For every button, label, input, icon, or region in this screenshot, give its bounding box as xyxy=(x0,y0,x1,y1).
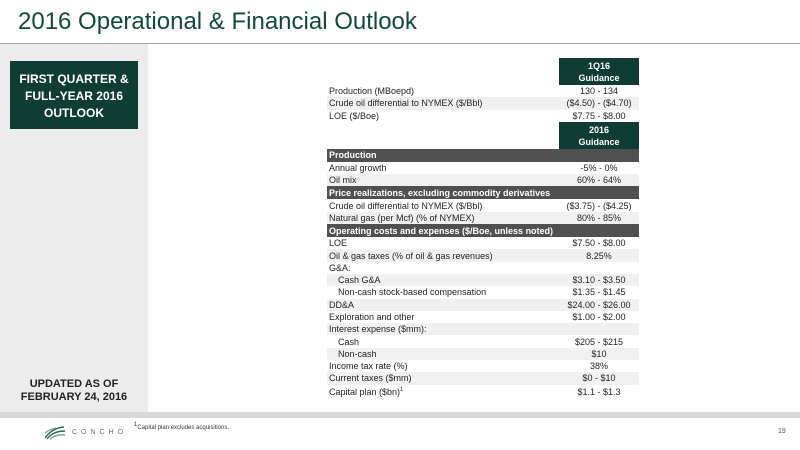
row-value: $10 xyxy=(591,348,607,359)
row-value: 60% - 64% xyxy=(576,175,622,186)
outlook-label-line1: FIRST QUARTER & xyxy=(19,72,129,86)
footnote-marker: 1 xyxy=(400,386,404,393)
row-value: $24.00 - $26.00 xyxy=(567,299,631,310)
row-label: Income tax rate (%) xyxy=(329,361,408,372)
table-row: Oil & gas taxes (% of oil & gas revenues… xyxy=(327,249,639,262)
q1-header: 1Q16 Guidance xyxy=(327,58,639,85)
section-price-realizations: Price realizations, excluding commodity … xyxy=(327,186,639,200)
table-row: Current taxes ($mm) $0 - $10 xyxy=(327,372,639,385)
row-value: -5% - 0% xyxy=(580,163,618,174)
q1-header-line1: 1Q16 xyxy=(587,61,611,71)
page-number: 19 xyxy=(778,428,786,435)
concho-logo-icon xyxy=(44,426,66,440)
title-divider xyxy=(0,43,800,44)
section-label: Operating costs and expenses ($/Boe, unl… xyxy=(329,225,554,236)
table-row: Crude oil differential to NYMEX ($/Bbl) (… xyxy=(327,199,639,212)
row-value: $3.10 - $3.50 xyxy=(572,275,626,286)
q1-header-line2: Guidance xyxy=(578,73,620,83)
table-row: Oil mix 60% - 64% xyxy=(327,174,639,187)
row-label: Current taxes ($mm) xyxy=(329,373,412,384)
row-label: Non-cash xyxy=(338,348,377,359)
row-value: 80% - 85% xyxy=(576,212,622,223)
q1-header-cell: 1Q16 Guidance xyxy=(559,58,639,85)
row-label: Exploration and other xyxy=(329,312,415,322)
table-row: Crude oil differential to NYMEX ($/Bbl) (… xyxy=(327,97,639,110)
outlook-label-line2: FULL-YEAR 2016 xyxy=(24,89,124,103)
updated-line1: UPDATED AS OF xyxy=(29,378,119,390)
row-label: Annual growth xyxy=(329,163,387,174)
row-value: $1.1 - $1.3 xyxy=(577,386,621,397)
row-label: DD&A xyxy=(329,299,355,310)
table-row: Non-cash $10 xyxy=(327,347,639,361)
row-label: Cash xyxy=(338,336,360,347)
row-label: Oil mix xyxy=(329,175,357,186)
row-label: G&A: xyxy=(329,262,351,273)
page-title: 2016 Operational & Financial Outlook xyxy=(18,8,417,35)
footnote-text: Capital plan excludes acquisitions. xyxy=(137,425,230,431)
table-row: Cash G&A $3.10 - $3.50 xyxy=(327,273,639,287)
footnote-marker: 1 xyxy=(134,422,138,428)
row-value: ($3.75) - ($4.25) xyxy=(566,200,632,211)
row-value: $7.75 - $8.00 xyxy=(572,110,626,121)
row-label: Crude oil differential to NYMEX ($/Bbl) xyxy=(329,98,483,109)
row-label: Natural gas (per Mcf) (% of NYMEX) xyxy=(329,212,475,223)
fy-header-cell: 2016 Guidance xyxy=(559,121,639,149)
table-row: Exploration and other $1.00 - $2.00 xyxy=(327,310,639,324)
row-label: LOE ($/Boe) xyxy=(329,110,380,121)
fy-header-line2: Guidance xyxy=(578,136,620,147)
table-row: DD&A $24.00 - $26.00 xyxy=(327,298,639,311)
company-logo: CONCHO xyxy=(44,424,127,440)
row-label: Non-cash stock-based compensation xyxy=(338,287,487,298)
table-row: Income tax rate (%) 38% xyxy=(327,360,639,373)
row-value: 130 - 134 xyxy=(579,86,619,97)
row-label: LOE xyxy=(329,238,348,249)
updated-line2: FEBRUARY 24, 2016 xyxy=(20,391,128,403)
guidance-table: 1Q16 Guidance Production (MBoepd) 130 - 1… xyxy=(327,58,639,399)
row-value: 38% xyxy=(589,361,608,372)
table-row: G&A: xyxy=(327,261,639,274)
fy-header: 2016 Guidance xyxy=(327,121,639,149)
row-value: $1.35 - $1.45 xyxy=(572,287,626,298)
row-label: Oil & gas taxes (% of oil & gas revenues… xyxy=(329,250,493,261)
row-label: Interest expense ($mm): xyxy=(329,324,427,335)
table-row: Interest expense ($mm): xyxy=(327,323,639,336)
fy-header-line1: 2016 xyxy=(588,124,610,135)
logo-text: CONCHO xyxy=(72,428,128,436)
table-row: Production (MBoepd) 130 - 134 xyxy=(327,85,639,98)
table-row: LOE ($/Boe) $7.75 - $8.00 xyxy=(327,109,639,122)
row-label: Capital plan ($bn)1 xyxy=(327,387,559,397)
row-value: $0 - $10 xyxy=(582,373,616,384)
section-operating-costs: Operating costs and expenses ($/Boe, unl… xyxy=(327,224,639,238)
row-label: Production (MBoepd) xyxy=(329,86,415,97)
table-row: Natural gas (per Mcf) (% of NYMEX) 80% - … xyxy=(327,211,639,225)
outlook-label-box: FIRST QUARTER & FULL-YEAR 2016 OUTLOOK xyxy=(10,61,138,129)
row-value: ($4.50) - ($4.70) xyxy=(566,98,632,109)
outlook-label-line3: OUTLOOK xyxy=(44,106,104,120)
table-row: Capital plan ($bn)1 $1.1 - $1.3 xyxy=(327,384,639,399)
row-value: $7.50 - $8.00 xyxy=(572,238,626,249)
table-row: LOE $7.50 - $8.00 xyxy=(327,237,639,250)
section-production: Production xyxy=(327,148,639,162)
capital-plan-label: Capital plan ($bn) xyxy=(329,386,401,397)
section-label: Price realizations, excluding commodity … xyxy=(329,187,551,198)
row-value: $205 - $215 xyxy=(574,336,624,347)
footnote: 1Capital plan excludes acquisitions. xyxy=(134,422,229,431)
row-value: $1.00 - $2.00 xyxy=(572,312,626,322)
updated-date-label: UPDATED AS OF FEBRUARY 24, 2016 xyxy=(0,378,148,404)
row-value: 8.25% xyxy=(586,250,612,261)
table-row: Annual growth -5% - 0% xyxy=(327,161,639,175)
table-row: Cash $205 - $215 xyxy=(327,335,639,348)
row-label: Crude oil differential to NYMEX ($/Bbl) xyxy=(329,200,483,211)
section-label: Production xyxy=(329,150,377,161)
footer-band xyxy=(0,412,800,418)
table-row: Non-cash stock-based compensation $1.35 -… xyxy=(327,286,639,299)
row-label: Cash G&A xyxy=(338,275,381,286)
